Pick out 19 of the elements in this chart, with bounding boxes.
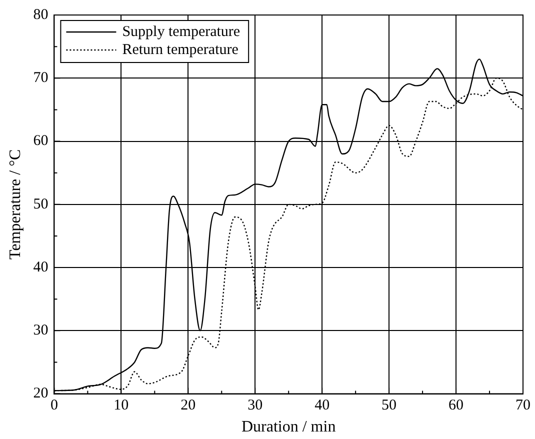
- y-tick-label: 50: [33, 196, 48, 212]
- y-tick-label: 60: [33, 133, 48, 150]
- legend-label: Return temperature: [122, 42, 239, 58]
- y-axis-title: Temperature / °C: [6, 149, 24, 260]
- y-tick-label: 20: [33, 386, 48, 402]
- x-tick-label: 30: [248, 398, 263, 414]
- legend-label: Supply temperature: [122, 24, 240, 40]
- y-tick-label: 30: [33, 322, 48, 339]
- x-tick-label: 50: [382, 398, 397, 414]
- x-tick-label: 10: [114, 398, 129, 414]
- x-axis-title: Duration / min: [241, 418, 336, 436]
- x-tick-label: 0: [50, 398, 58, 414]
- x-tick-label: 40: [314, 398, 330, 414]
- x-tick-label: 60: [448, 398, 464, 414]
- y-tick-label: 40: [33, 259, 48, 276]
- x-tick-label: 70: [516, 398, 530, 414]
- y-tick-label: 70: [33, 70, 48, 86]
- x-tick-label: 20: [180, 398, 196, 414]
- y-tick-label: 80: [33, 6, 48, 23]
